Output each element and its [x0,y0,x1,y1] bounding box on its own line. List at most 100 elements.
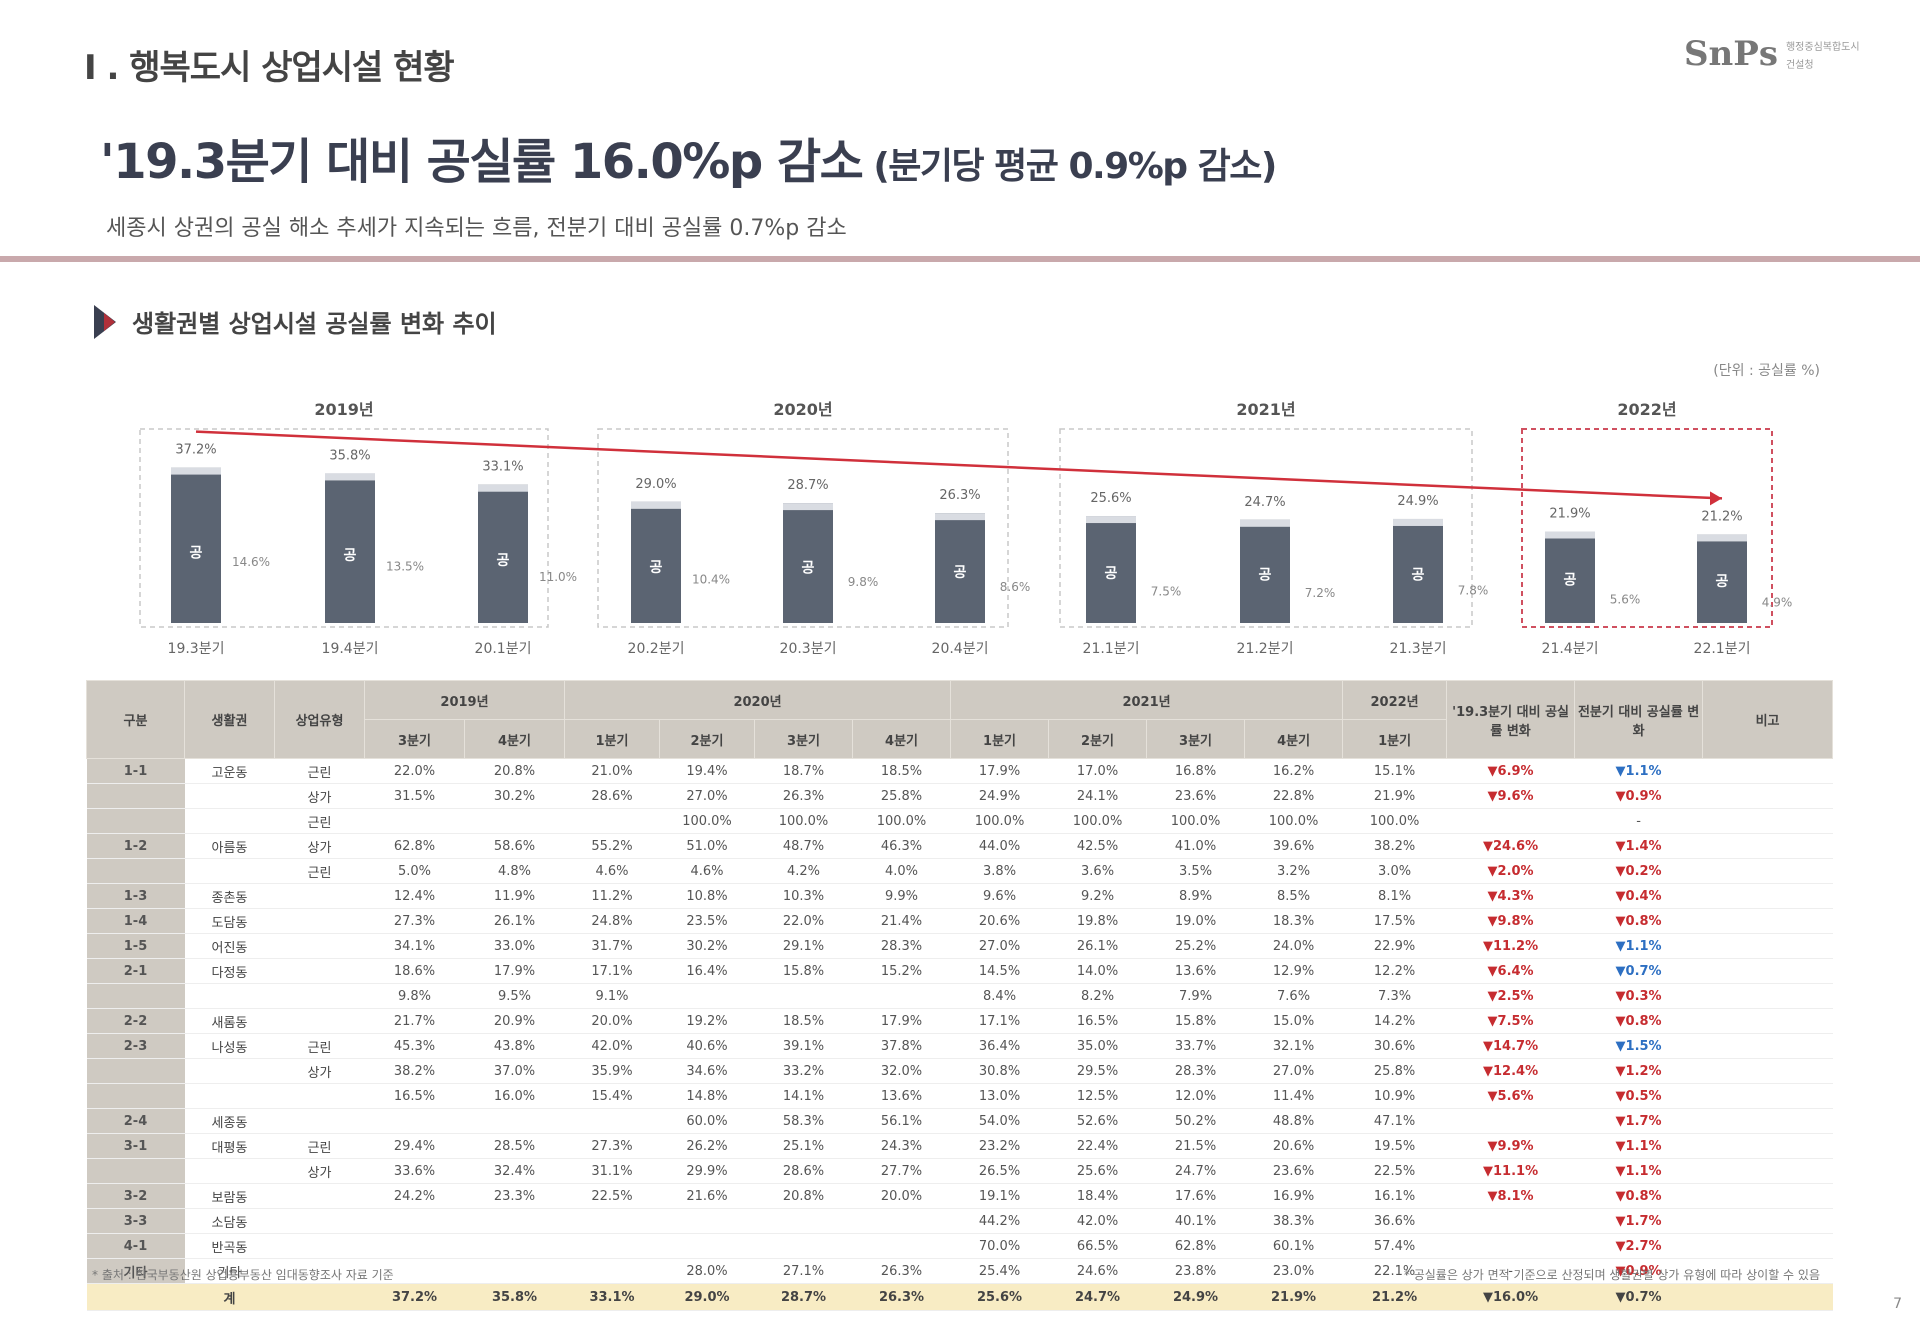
value-cell: 22.5% [564,1183,660,1209]
value-cell: 3.0% [1342,858,1447,884]
value-cell: 16.8% [1146,758,1245,784]
vacancy-label: 5.6% [1610,593,1641,607]
table-row: 1-4 도담동 27.3% 26.1% 24.8% 23.5% 22.0% 21.4% 20.6… [86,908,1833,934]
value-cell: 21.4% [852,908,951,934]
value-cell: 17.9% [950,758,1049,784]
remark-cell [1702,1008,1833,1034]
table-subheader-cell: 1분기 [1342,719,1448,759]
value-cell: 20.6% [1244,1133,1343,1159]
bar-inner-label: 공 [1259,568,1272,584]
bar-cap [935,513,985,521]
total-value-cell: 33.1% [564,1283,660,1311]
x-tick-label: 22.1분기 [1694,641,1751,657]
value-cell: 10.3% [754,883,853,909]
total-blank-cell [274,1283,365,1311]
vacancy-label: 13.5% [386,560,424,574]
total-label: 35.8% [329,448,370,463]
bar-inner-label: 공 [802,561,815,577]
table-header-cell: 2022년 [1342,680,1448,720]
region-cell: 3-2 [86,1183,185,1209]
value-cell: 25.1% [754,1133,853,1159]
value-cell: 13.6% [1146,958,1245,984]
x-tick-label: 20.3분기 [780,641,837,657]
logo-mark: SnPs [1684,34,1778,74]
value-cell: 25.2% [1146,933,1245,959]
value-cell: 3.6% [1048,858,1147,884]
value-cell [659,1233,755,1259]
value-cell: 12.4% [364,883,465,909]
trend-line [195,430,1723,500]
value-cell [364,1233,465,1259]
value-cell: 36.6% [1342,1208,1447,1234]
table-subheader-cell: 3분기 [754,719,853,759]
table-header-cell: 구분 [86,680,185,759]
value-cell: 13.6% [852,1083,951,1109]
region-cell: 2-1 [86,958,185,984]
value-cell: 4.8% [464,858,565,884]
bar [171,467,221,623]
table-header-cell: 2020년 [563,680,952,720]
remark-cell [1702,783,1833,809]
change-vs-start-cell: ▼6.4% [1446,958,1575,984]
value-cell: 17.1% [950,1008,1049,1034]
group-box [139,428,549,628]
remark-cell [1702,808,1833,834]
value-cell: 14.2% [1342,1008,1447,1034]
value-cell: 22.9% [1342,933,1447,959]
table-row: 상가 38.2% 37.0% 35.9% 34.6% 33.2% 32.0% 30.8% 29.… [86,1058,1833,1084]
total-label: 33.1% [482,460,523,475]
remark-cell [1702,758,1833,784]
value-cell: 28.3% [852,933,951,959]
total-label: 26.3% [939,488,980,503]
value-cell: 60.1% [1244,1233,1343,1259]
value-cell: 26.3% [852,1258,951,1284]
change-vs-prev-cell: ▼1.5% [1574,1033,1703,1059]
value-cell: 25.8% [852,783,951,809]
total-value-cell: 37.2% [364,1283,465,1311]
value-cell: 20.0% [564,1008,660,1034]
value-cell: 33.0% [464,933,565,959]
value-cell: 33.7% [1146,1033,1245,1059]
value-cell: 12.0% [1146,1083,1245,1109]
vacancy-label: 11.0% [539,570,577,584]
value-cell: 100.0% [950,808,1049,834]
type-cell: 상가 [274,1158,365,1184]
table-row: 3-3 소담동 44.2% 42.0% 40.1% 38.3% 36.6% ▼1.7% [86,1208,1833,1234]
change-vs-start-cell: ▼2.5% [1446,983,1575,1009]
remark-cell [1702,833,1833,859]
logo-line-2: 건설청 [1785,59,1814,71]
group-box [1059,428,1473,628]
value-cell: 36.4% [950,1033,1049,1059]
value-cell: 27.0% [659,783,755,809]
value-cell: 9.1% [564,983,660,1009]
change-vs-start-cell: ▼5.6% [1446,1083,1575,1109]
table-header-row: 구분 생활권 상업유형 2019년 2020년 2021년 2022년 '19.3분기 대비 … [86,680,1834,759]
change-vs-prev-cell: ▼1.1% [1574,1158,1703,1184]
change-vs-start-cell: ▼24.6% [1446,833,1575,859]
remark-cell [1702,1158,1833,1184]
value-cell: 38.2% [1342,833,1447,859]
table-header-cell: 비고 [1702,680,1834,759]
type-cell [274,983,365,1009]
change-vs-prev-cell: ▼1.1% [1574,933,1703,959]
total-label: 24.7% [1244,495,1285,510]
area-cell [184,783,275,809]
vacancy-label: 10.4% [692,573,730,587]
value-cell: 8.1% [1342,883,1447,909]
bar [1393,518,1443,623]
value-cell [464,1233,565,1259]
bar-cap [1697,534,1747,542]
value-cell [464,1258,565,1284]
value-cell: 66.5% [1048,1233,1147,1259]
table-row: 1-2 아름동 상가 62.8% 58.6% 55.2% 51.0% 48.7% 46.3% 44… [86,833,1833,859]
change-vs-prev-cell: ▼0.2% [1574,858,1703,884]
value-cell: 24.7% [1146,1158,1245,1184]
type-cell: 상가 [274,833,365,859]
value-cell [754,983,853,1009]
total-label-cell: 계 [184,1283,275,1311]
type-cell [274,908,365,934]
value-cell: 100.0% [1244,808,1343,834]
table-row: 근린 100.0% 100.0% 100.0% 100.0% 100.0% 100.0% 10… [86,808,1833,834]
logo: SnPs 행정중심복합도시 건설청 [1684,28,1894,80]
value-cell: 34.1% [364,933,465,959]
